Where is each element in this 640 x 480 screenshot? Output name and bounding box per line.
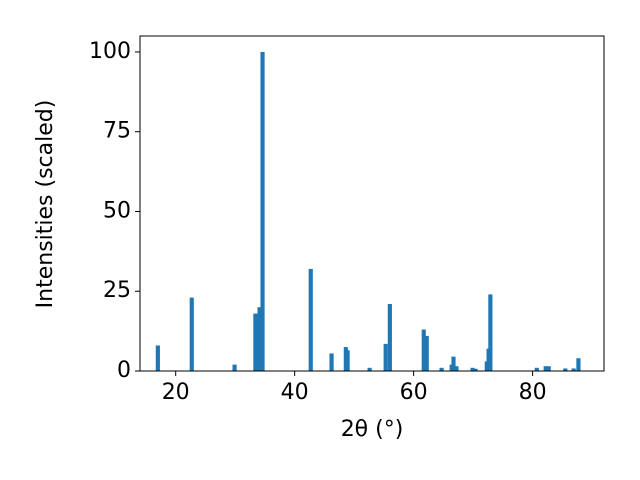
y-tick-label: 0	[117, 358, 131, 383]
x-tick-label: 60	[400, 380, 428, 405]
y-tick-label: 25	[103, 278, 131, 303]
bar	[253, 313, 258, 371]
bar	[329, 353, 334, 371]
y-axis-label: Intensities (scaled)	[33, 100, 58, 309]
bar	[421, 329, 426, 371]
y-tick-label: 100	[89, 39, 131, 64]
x-axis-label: 2θ (°)	[341, 417, 404, 442]
bar	[232, 364, 237, 371]
bar	[543, 366, 548, 371]
bar	[546, 366, 551, 371]
bar	[563, 368, 568, 371]
x-tick-label: 80	[519, 380, 547, 405]
bar	[189, 297, 194, 371]
bar	[454, 366, 459, 371]
bar	[308, 268, 313, 371]
bar	[451, 356, 456, 371]
bar	[534, 367, 539, 371]
bar	[345, 350, 350, 371]
bar	[260, 51, 265, 371]
bar	[424, 335, 429, 371]
bar	[470, 367, 475, 371]
bar	[367, 367, 372, 371]
bar	[488, 294, 493, 371]
y-tick-label: 50	[103, 198, 131, 223]
bar	[387, 304, 392, 371]
plot-frame	[139, 35, 605, 372]
bar	[473, 368, 478, 371]
bar	[571, 368, 576, 371]
bar	[576, 358, 581, 371]
bar	[257, 307, 262, 371]
bar	[383, 343, 388, 371]
bar	[439, 367, 444, 371]
bar	[155, 345, 160, 371]
y-tick-label: 75	[103, 119, 131, 144]
x-tick-label: 40	[281, 380, 309, 405]
x-tick-label: 20	[162, 380, 190, 405]
